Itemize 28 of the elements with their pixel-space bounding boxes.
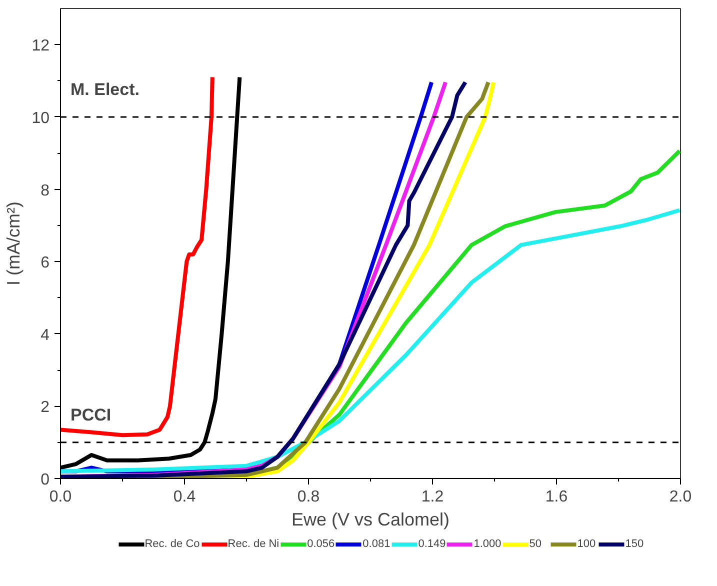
y-axis-title: I (mA/cm²) xyxy=(4,202,24,286)
ref-line-label: M. Elect. xyxy=(70,80,140,99)
x-tick-label: 1.2 xyxy=(421,488,444,506)
y-tick-label: 4 xyxy=(40,326,50,344)
y-tick-label: 10 xyxy=(32,110,50,127)
y-tick-label: 2 xyxy=(40,399,50,416)
legend-label: 0.149 xyxy=(418,538,446,550)
legend-label: 100 xyxy=(577,538,597,550)
text: 0.0 xyxy=(49,488,72,506)
x-tick-label: 0.4 xyxy=(173,488,196,506)
x-tick-label: 0.8 xyxy=(297,488,320,506)
legend-label: 50 xyxy=(529,538,542,550)
ref-line-label: PCCI xyxy=(70,405,112,424)
line-series xyxy=(60,75,214,438)
y-tick-label: 12 xyxy=(32,38,50,55)
legend-label: 150 xyxy=(625,538,645,550)
legend-label: 0.056 xyxy=(307,538,335,550)
legend-label: 1.000 xyxy=(474,538,502,550)
legend-label: 0.081 xyxy=(362,538,390,550)
y-tick-label: 8 xyxy=(40,182,50,200)
legend-label: Rec. de Co xyxy=(144,538,200,550)
line-series xyxy=(60,208,680,474)
y-tick-label: 0 xyxy=(40,472,50,488)
x-tick-label: 1.6 xyxy=(545,488,568,506)
x-tick-label: 2.0 xyxy=(669,488,692,506)
legend-label: Rec. de Ni xyxy=(228,538,280,550)
x-axis-title: Ewe (V vs Calomel) xyxy=(291,510,450,530)
y-tick-label: 6 xyxy=(40,254,50,272)
